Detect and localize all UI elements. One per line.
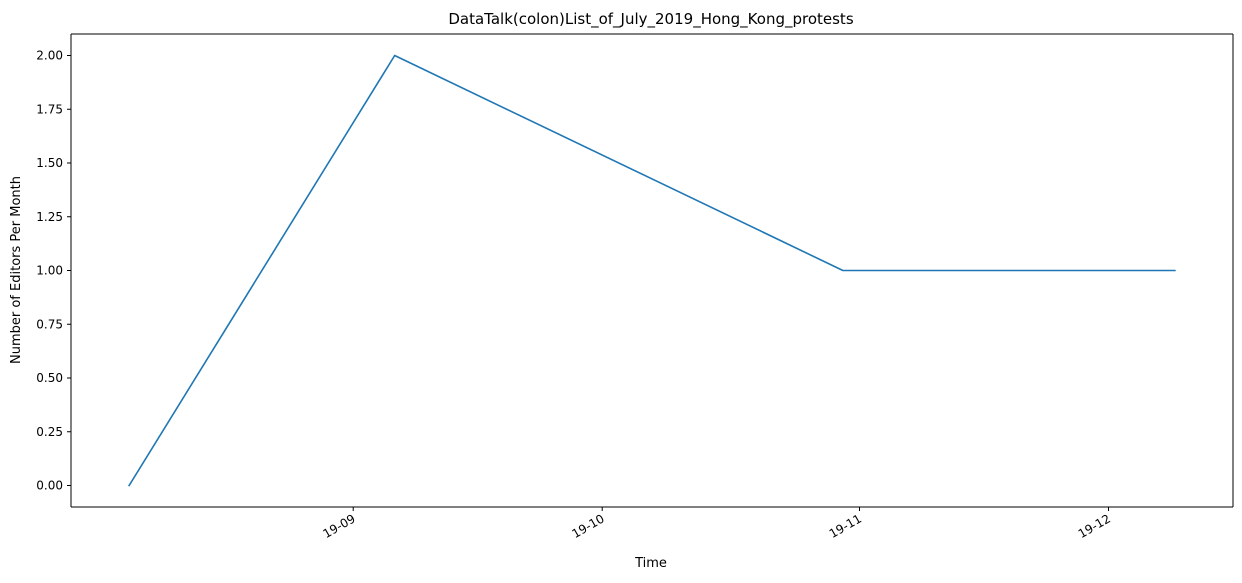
y-tick-label: 1.75 xyxy=(36,102,63,116)
y-tick-label: 1.00 xyxy=(36,264,63,278)
y-tick-label: 1.25 xyxy=(36,210,63,224)
x-tick-label: 19-11 xyxy=(827,511,864,541)
chart-title: DataTalk(colon)List_of_July_2019_Hong_Ko… xyxy=(448,10,853,29)
x-axis-label: Time xyxy=(634,556,667,571)
axes-layer: 0.00 0.25 0.50 0.75 1.00 1.25 1.50 1.75 2.00 19-0… xyxy=(36,33,1234,541)
y-tick-label: 0.75 xyxy=(36,317,63,331)
series-line-0 xyxy=(127,54,1176,487)
y-axis-label: Number of Editors Per Month xyxy=(9,176,24,364)
y-tick-label: 0.00 xyxy=(36,479,63,493)
x-tick-label: 19-10 xyxy=(569,511,606,541)
y-tick-label: 2.00 xyxy=(36,49,63,63)
x-tick-label: 19-09 xyxy=(320,511,357,541)
y-tick-label: 1.50 xyxy=(36,156,63,170)
y-tick-label: 0.50 xyxy=(36,371,63,385)
plot-layer xyxy=(127,54,1176,487)
x-tick-label: 19-12 xyxy=(1076,511,1113,541)
y-tick-label: 0.25 xyxy=(36,425,63,439)
